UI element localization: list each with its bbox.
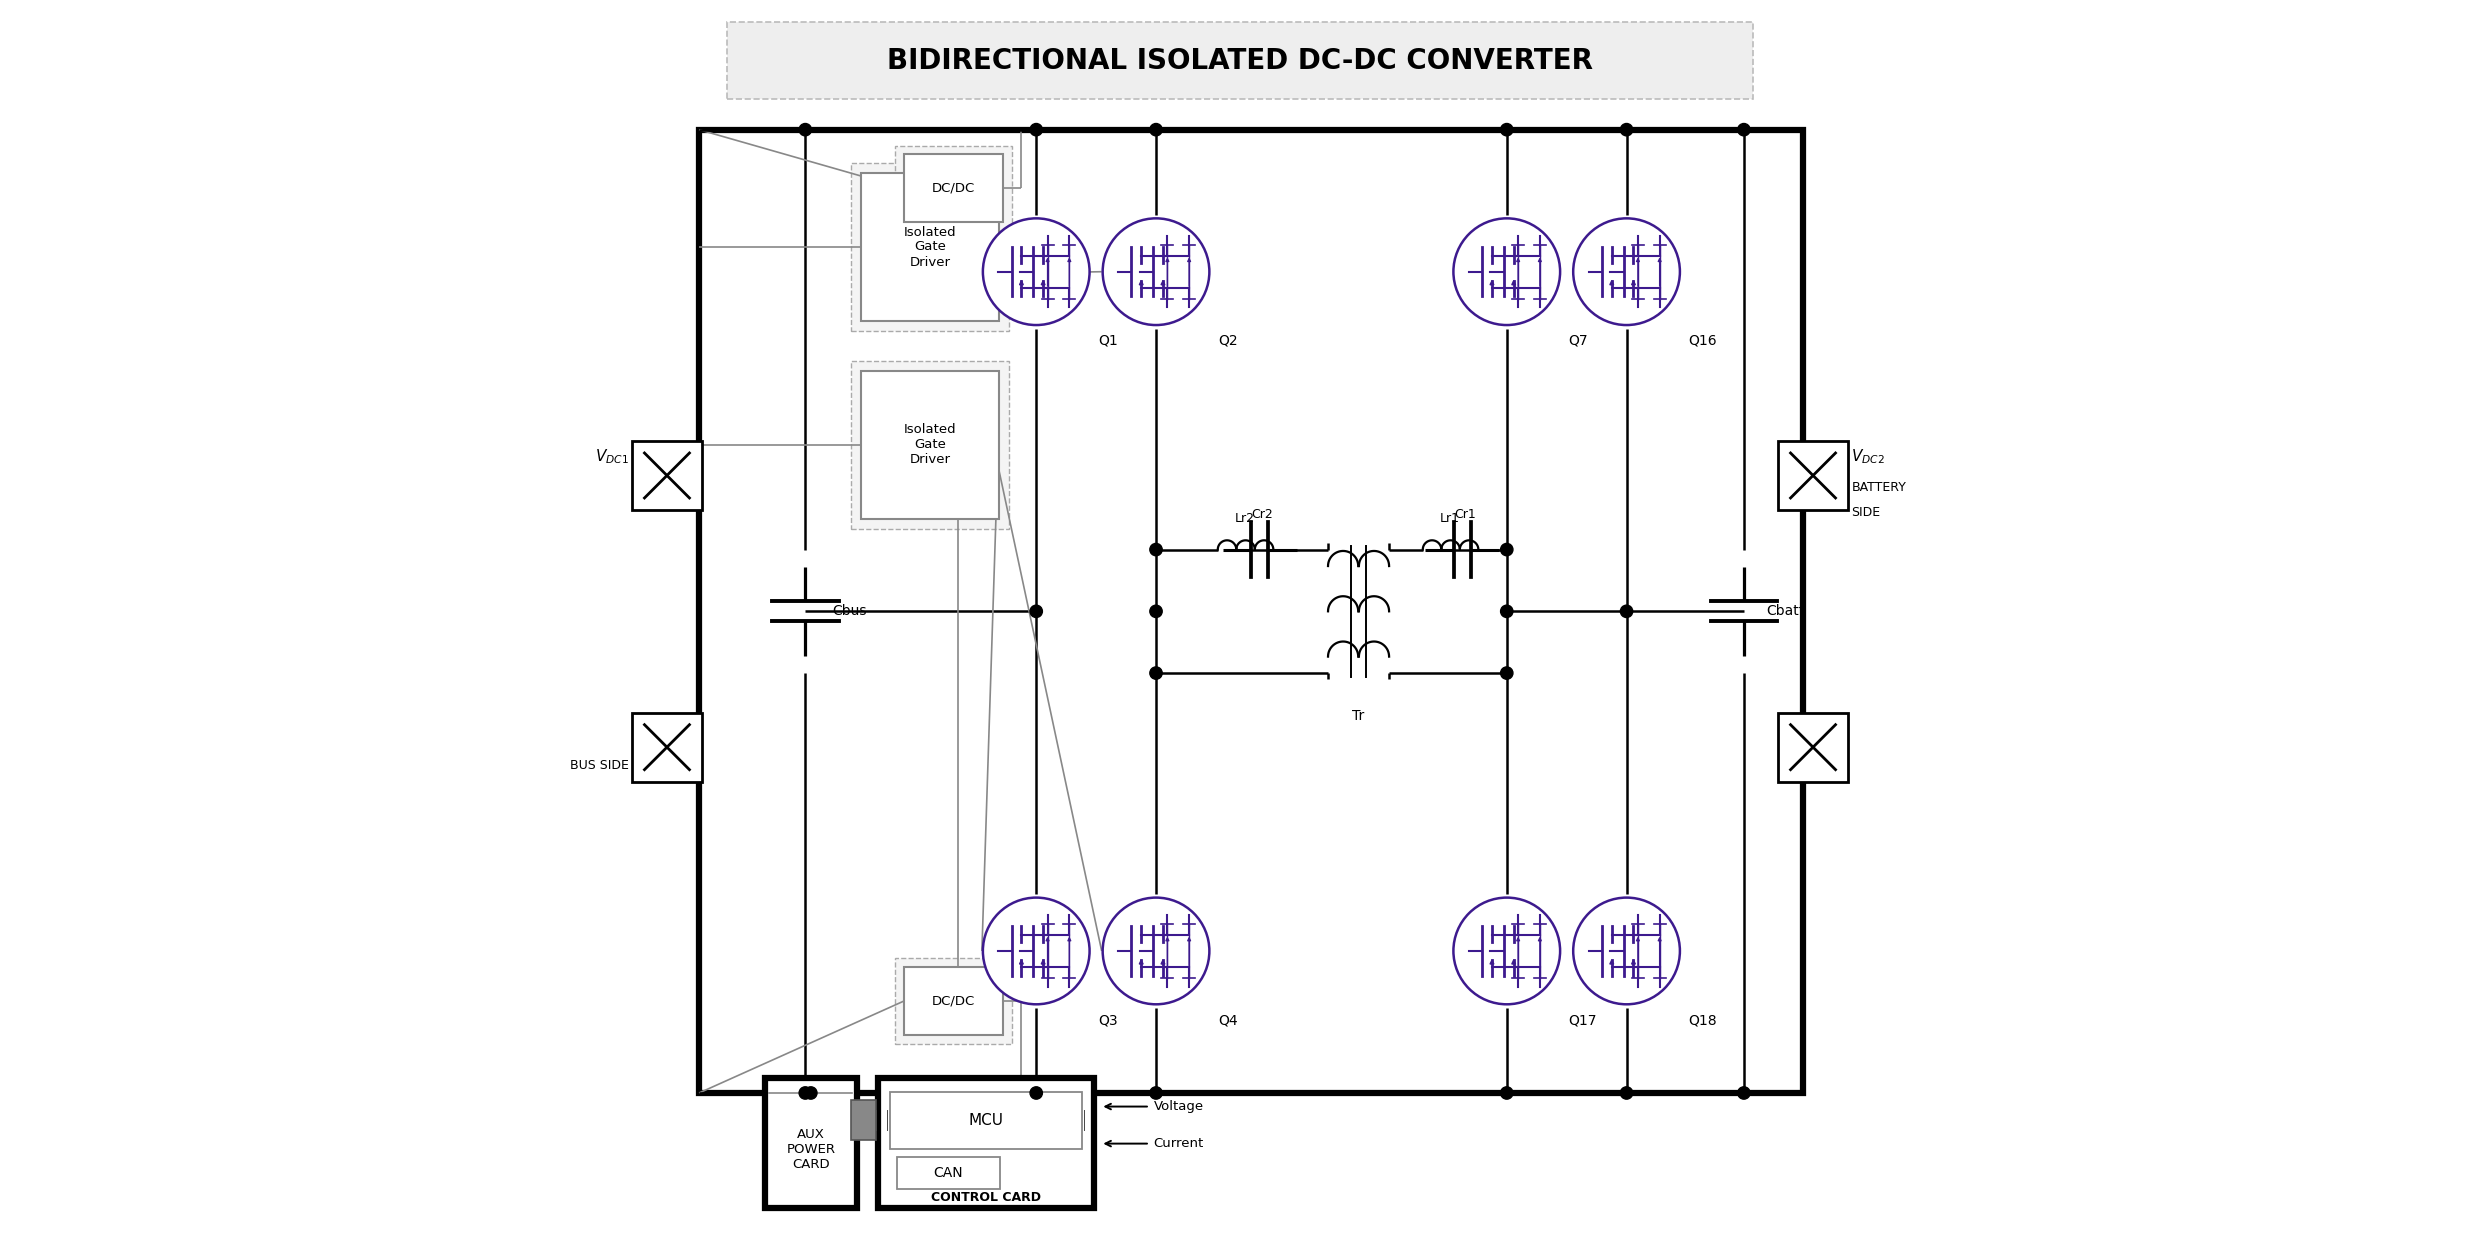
Circle shape xyxy=(804,1087,816,1099)
Text: Q16: Q16 xyxy=(1689,333,1716,348)
Text: Q17: Q17 xyxy=(1567,1013,1597,1028)
Circle shape xyxy=(1029,605,1042,618)
Circle shape xyxy=(1151,605,1163,618)
Text: DC/DC: DC/DC xyxy=(932,994,975,1008)
Bar xyxy=(632,713,702,782)
Text: DC/DC: DC/DC xyxy=(932,182,975,195)
Circle shape xyxy=(1619,1087,1632,1099)
Text: Tr: Tr xyxy=(1352,709,1364,724)
Text: Cbatt: Cbatt xyxy=(1766,604,1805,619)
Bar xyxy=(890,1092,1081,1149)
Circle shape xyxy=(1500,1087,1513,1099)
Circle shape xyxy=(1738,124,1751,136)
Circle shape xyxy=(1453,898,1560,1004)
Text: Voltage: Voltage xyxy=(1153,1100,1203,1113)
Bar xyxy=(861,370,999,519)
Text: Q3: Q3 xyxy=(1099,1013,1118,1028)
Circle shape xyxy=(1029,1087,1042,1099)
Circle shape xyxy=(982,219,1089,325)
Bar xyxy=(895,146,1012,231)
Circle shape xyxy=(1453,219,1560,325)
Text: $V_{DC2}$: $V_{DC2}$ xyxy=(1853,447,1885,467)
Circle shape xyxy=(1500,543,1513,556)
Text: Isolated
Gate
Driver: Isolated Gate Driver xyxy=(903,226,957,268)
Circle shape xyxy=(1738,1087,1751,1099)
Text: Cr1: Cr1 xyxy=(1453,509,1476,521)
Bar xyxy=(878,1078,1094,1208)
Circle shape xyxy=(1619,605,1632,618)
Bar xyxy=(898,1157,999,1189)
Text: Cr2: Cr2 xyxy=(1252,509,1272,521)
Text: BIDIRECTIONAL ISOLATED DC-DC CONVERTER: BIDIRECTIONAL ISOLATED DC-DC CONVERTER xyxy=(888,47,1592,74)
Text: BUS SIDE: BUS SIDE xyxy=(570,760,627,772)
Circle shape xyxy=(1151,667,1163,679)
Text: $V_{DC1}$: $V_{DC1}$ xyxy=(595,447,627,467)
Bar xyxy=(861,173,999,321)
Text: Isolated
Gate
Driver: Isolated Gate Driver xyxy=(903,424,957,466)
Bar xyxy=(632,441,702,510)
Circle shape xyxy=(1151,124,1163,136)
Circle shape xyxy=(799,1087,811,1099)
Text: Q1: Q1 xyxy=(1099,333,1118,348)
Bar xyxy=(851,361,1009,529)
Circle shape xyxy=(1572,898,1679,1004)
Text: Current: Current xyxy=(1153,1137,1203,1150)
Bar xyxy=(699,130,1803,1093)
Bar xyxy=(851,1100,875,1140)
Circle shape xyxy=(1151,1087,1163,1099)
Circle shape xyxy=(982,898,1089,1004)
Circle shape xyxy=(1619,124,1632,136)
Text: CONTROL CARD: CONTROL CARD xyxy=(930,1192,1042,1204)
Bar xyxy=(905,967,1002,1035)
Bar xyxy=(895,958,1012,1044)
Text: Lr2: Lr2 xyxy=(1235,513,1255,525)
Text: Q18: Q18 xyxy=(1689,1013,1716,1028)
Text: Q7: Q7 xyxy=(1567,333,1587,348)
Circle shape xyxy=(1151,543,1163,556)
Bar xyxy=(1778,713,1848,782)
Text: BATTERY: BATTERY xyxy=(1853,482,1907,494)
Bar xyxy=(905,154,1002,222)
Circle shape xyxy=(799,124,811,136)
Text: Cbus: Cbus xyxy=(833,604,868,619)
Text: MCU: MCU xyxy=(970,1113,1004,1128)
Bar xyxy=(851,163,1009,331)
Circle shape xyxy=(1500,667,1513,679)
Text: AUX
POWER
CARD: AUX POWER CARD xyxy=(786,1128,836,1171)
Text: Q4: Q4 xyxy=(1218,1013,1238,1028)
Text: SIDE: SIDE xyxy=(1853,506,1880,519)
Circle shape xyxy=(1029,124,1042,136)
Text: Q2: Q2 xyxy=(1218,333,1238,348)
Circle shape xyxy=(1104,898,1210,1004)
Bar xyxy=(861,1107,1089,1134)
Circle shape xyxy=(1500,605,1513,618)
Bar xyxy=(1778,441,1848,510)
Circle shape xyxy=(1104,219,1210,325)
Text: CAN: CAN xyxy=(935,1166,962,1181)
Bar xyxy=(764,1078,858,1208)
Circle shape xyxy=(1500,124,1513,136)
Bar xyxy=(727,22,1753,99)
Circle shape xyxy=(1572,219,1679,325)
Text: Lr1: Lr1 xyxy=(1441,513,1461,525)
